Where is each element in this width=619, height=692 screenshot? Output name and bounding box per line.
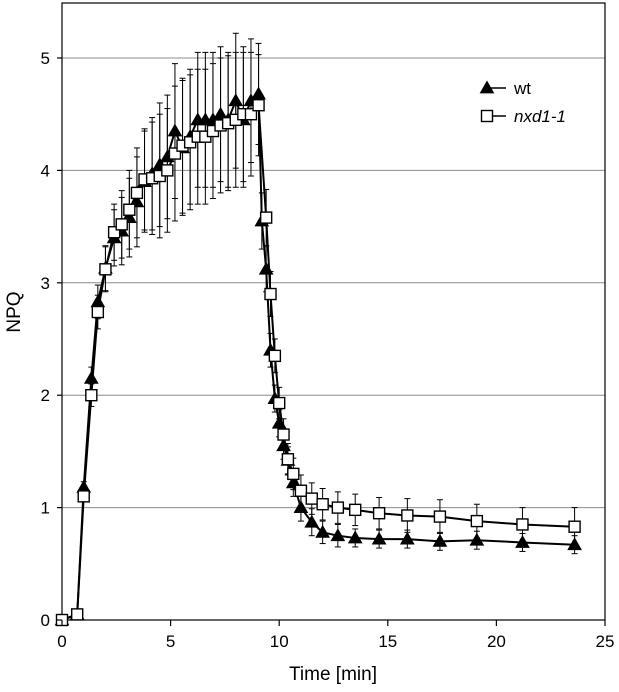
x-tick-label-4: 20 bbox=[487, 632, 506, 651]
wt-point-39 bbox=[371, 531, 387, 545]
x-tick-label-3: 15 bbox=[378, 632, 397, 651]
legend: wt nxd1-1 bbox=[479, 79, 566, 126]
series-line-0 bbox=[61, 91, 575, 621]
nxd-point-6 bbox=[107, 226, 121, 239]
series-wt bbox=[54, 32, 582, 626]
y-tick-label-3: 3 bbox=[41, 274, 50, 293]
axes: 0 1 2 3 4 5 0 5 10 15 20 25 bbox=[41, 49, 615, 651]
nxd-point-28 bbox=[268, 349, 282, 363]
nxd-point-7 bbox=[115, 218, 128, 231]
nxd-point-27 bbox=[264, 287, 277, 301]
nxd-point-2 bbox=[77, 490, 90, 503]
wt-point-41 bbox=[432, 533, 448, 547]
x-tick-label-5: 25 bbox=[596, 632, 615, 651]
nxd-point-25 bbox=[252, 99, 265, 112]
nxd-point-1 bbox=[71, 608, 84, 621]
nxd-point-43 bbox=[568, 520, 581, 533]
legend-label-0: wt bbox=[513, 79, 531, 98]
wt-point-legend-0 bbox=[479, 80, 495, 94]
x-tick-label-2: 10 bbox=[270, 632, 289, 651]
nxd-point-40 bbox=[433, 510, 447, 523]
wt-point-36 bbox=[315, 524, 331, 538]
series-nxd1-1 bbox=[55, 46, 581, 627]
y-tick-label-0: 0 bbox=[41, 611, 50, 630]
legend-label-1: nxd1-1 bbox=[514, 107, 566, 126]
wt-point-3 bbox=[83, 370, 99, 384]
nxd-point-8 bbox=[123, 203, 136, 216]
nxd-point-30 bbox=[277, 428, 290, 441]
series-layer bbox=[54, 32, 582, 627]
nxd-point-37 bbox=[349, 503, 362, 517]
wt-point-37 bbox=[330, 528, 346, 542]
wt-point-42 bbox=[469, 532, 485, 546]
y-tick-label-2: 2 bbox=[41, 386, 50, 405]
nxd-point-42 bbox=[516, 518, 529, 531]
nxd-point-36 bbox=[331, 501, 345, 514]
nxd-point-31 bbox=[281, 453, 295, 466]
nxd-point-26 bbox=[259, 211, 273, 224]
legend-entry-nxd1-1: nxd1-1 bbox=[480, 107, 566, 126]
y-tick-label-4: 4 bbox=[41, 161, 50, 180]
nxd-point-3 bbox=[85, 389, 98, 402]
nxd-point-35 bbox=[316, 498, 329, 511]
y-axis-label: NPQ bbox=[4, 291, 25, 332]
x-axis-label: Time [min] bbox=[289, 664, 377, 685]
nxd-point-38 bbox=[372, 507, 386, 520]
nxd-point-9 bbox=[130, 186, 144, 200]
nxd-point-39 bbox=[401, 509, 414, 522]
nxd-point-34 bbox=[305, 492, 318, 505]
wt-point-35 bbox=[304, 514, 320, 528]
legend-entry-wt: wt bbox=[479, 79, 531, 98]
wt-point-40 bbox=[399, 531, 415, 545]
x-tick-label-1: 5 bbox=[166, 632, 175, 651]
nxd-point-33 bbox=[294, 484, 308, 497]
nxd-point-24 bbox=[244, 107, 258, 121]
nxd-point-41 bbox=[470, 514, 484, 528]
nxd-point-4 bbox=[91, 305, 105, 319]
plot-frame bbox=[61, 2, 606, 621]
y-tick-label-5: 5 bbox=[41, 49, 50, 68]
nxd-point-29 bbox=[273, 396, 286, 410]
nxd-point-32 bbox=[287, 467, 300, 481]
nxd-point-14 bbox=[168, 147, 182, 160]
y-tick-label-1: 1 bbox=[41, 499, 50, 518]
x-tick-label-0: 0 bbox=[57, 632, 66, 651]
wt-point-38 bbox=[347, 530, 363, 544]
nxd-point-5 bbox=[99, 263, 112, 276]
nxd-point-13 bbox=[161, 164, 174, 177]
nxd-point-legend-1 bbox=[480, 109, 494, 123]
